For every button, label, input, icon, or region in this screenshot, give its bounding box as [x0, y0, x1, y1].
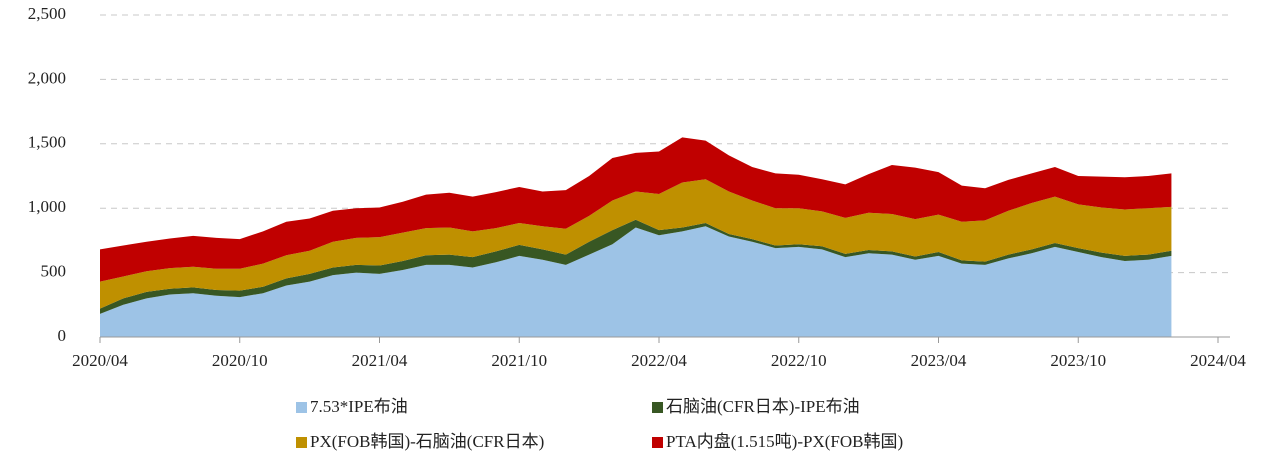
- y-tick-label: 2,000: [28, 68, 66, 87]
- x-tick-label: 2022/10: [771, 351, 827, 370]
- legend-label: 7.53*IPE布油: [310, 397, 408, 416]
- legend-swatch: [652, 437, 663, 448]
- legend-swatch: [296, 437, 307, 448]
- y-tick-label: 1,500: [28, 133, 66, 152]
- x-tick-label: 2023/10: [1050, 351, 1106, 370]
- legend-swatch: [296, 402, 307, 413]
- x-tick-label: 2024/04: [1190, 351, 1246, 370]
- y-tick-label: 0: [58, 326, 67, 345]
- x-tick-label: 2021/10: [491, 351, 547, 370]
- x-tick-label: 2023/04: [911, 351, 967, 370]
- y-tick-label: 1,000: [28, 197, 66, 216]
- legend-swatch: [652, 402, 663, 413]
- legend-label: PX(FOB韩国)-石脑油(CFR日本): [310, 432, 544, 451]
- x-tick-label: 2020/10: [212, 351, 268, 370]
- y-tick-label: 500: [41, 262, 67, 281]
- x-tick-label: 2022/04: [631, 351, 687, 370]
- area: [100, 137, 1172, 282]
- x-tick-label: 2020/04: [72, 351, 128, 370]
- legend-label: PTA内盘(1.515吨)-PX(FOB韩国): [666, 432, 903, 451]
- area: [100, 226, 1172, 337]
- area: [100, 179, 1172, 309]
- legend-label: 石脑油(CFR日本)-IPE布油: [666, 397, 860, 416]
- y-tick-label: 2,500: [28, 4, 66, 23]
- x-tick-label: 2021/04: [352, 351, 408, 370]
